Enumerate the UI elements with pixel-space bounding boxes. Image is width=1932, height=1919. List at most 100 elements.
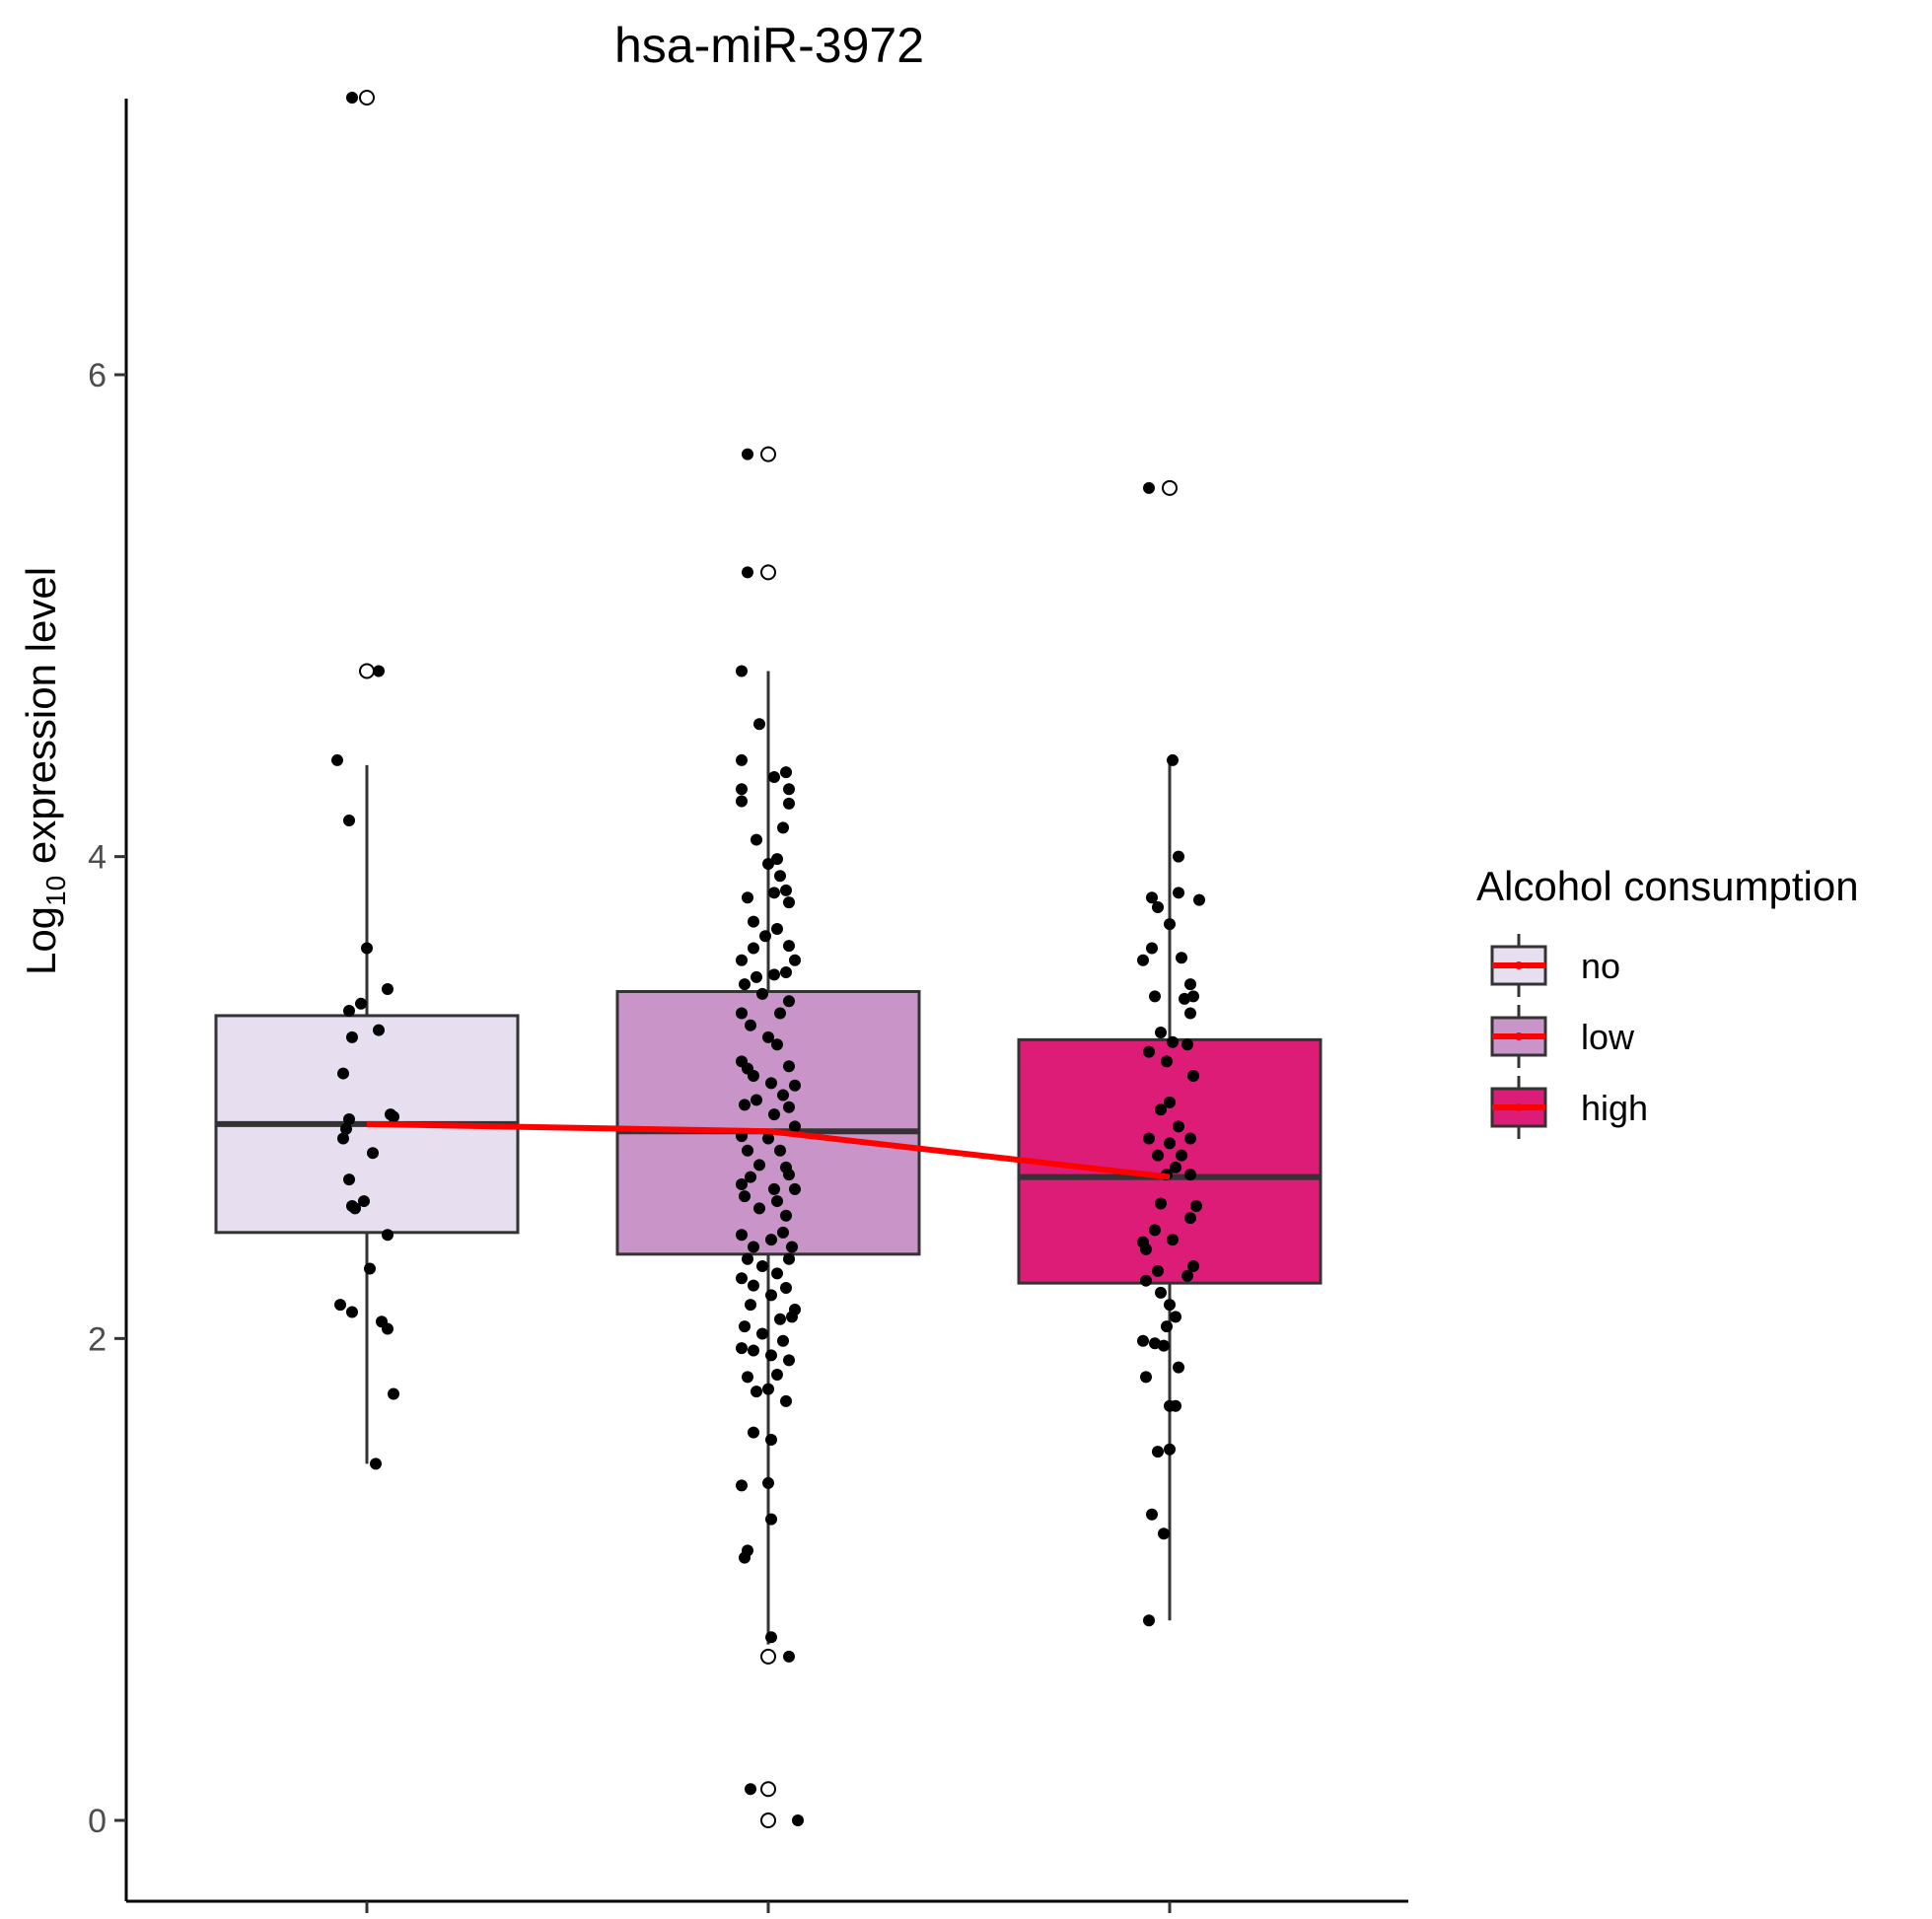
data-point-low bbox=[786, 1311, 798, 1323]
outlier-low bbox=[760, 1781, 776, 1798]
data-point-high bbox=[1152, 1264, 1164, 1277]
data-point-no bbox=[343, 1112, 355, 1125]
legend-label-no: no bbox=[1581, 946, 1620, 986]
data-point-no bbox=[382, 983, 394, 996]
data-point-high bbox=[1152, 900, 1164, 913]
trend-line bbox=[366, 1120, 1171, 1180]
data-point-high bbox=[1184, 1007, 1196, 1020]
data-point-low bbox=[745, 1019, 756, 1031]
data-point-high bbox=[1173, 1361, 1184, 1374]
data-point-no bbox=[346, 1031, 358, 1043]
data-point-high bbox=[1184, 1212, 1196, 1225]
data-point-low bbox=[736, 753, 748, 766]
data-point-no bbox=[358, 1195, 370, 1208]
data-point-high bbox=[1187, 990, 1199, 1003]
data-point-low bbox=[742, 1371, 753, 1384]
data-point-low bbox=[780, 1209, 792, 1222]
data-point-low bbox=[777, 1089, 789, 1102]
data-point-high bbox=[1149, 1224, 1161, 1237]
data-point-low bbox=[789, 1079, 801, 1092]
legend-item-high: high bbox=[1490, 1076, 1648, 1139]
data-point-high bbox=[1149, 1337, 1161, 1350]
data-point-high bbox=[1193, 893, 1205, 906]
data-point-low bbox=[789, 954, 801, 966]
outlier-low bbox=[760, 564, 776, 581]
data-point-low bbox=[751, 1094, 762, 1106]
data-point-high bbox=[1167, 1234, 1179, 1246]
data-point-high bbox=[1155, 1286, 1167, 1299]
y-tick-label-2: 2 bbox=[88, 1320, 107, 1358]
data-point-low bbox=[765, 1077, 777, 1090]
data-point-low bbox=[736, 1177, 748, 1190]
data-point-low bbox=[739, 1320, 751, 1333]
data-point-high bbox=[1158, 1339, 1170, 1352]
data-point-low bbox=[783, 1650, 795, 1663]
data-point-no bbox=[343, 1173, 355, 1186]
data-point-low bbox=[768, 771, 780, 784]
legend-key-dot-no bbox=[1515, 961, 1523, 969]
data-point-high bbox=[1167, 753, 1179, 766]
data-point-high bbox=[1176, 1149, 1187, 1162]
data-point-low bbox=[739, 1551, 751, 1564]
data-point-low bbox=[748, 1344, 759, 1357]
data-point-low bbox=[765, 1631, 777, 1644]
data-point-low bbox=[777, 1334, 789, 1347]
data-point-low bbox=[736, 795, 748, 808]
legend-label-high: high bbox=[1581, 1088, 1648, 1128]
data-point-high bbox=[1164, 1299, 1176, 1312]
data-point-high bbox=[1164, 1137, 1176, 1150]
data-point-no bbox=[334, 1299, 346, 1312]
data-point-low bbox=[762, 1031, 774, 1043]
data-point-low bbox=[753, 1159, 765, 1172]
data-point-low bbox=[748, 942, 759, 955]
y-axis-title-subscript: 10 bbox=[40, 876, 71, 906]
data-point-low bbox=[780, 965, 792, 978]
data-point-low bbox=[768, 1108, 780, 1121]
outlier-low bbox=[760, 1648, 776, 1665]
outlier-no bbox=[359, 90, 375, 107]
data-point-no bbox=[382, 1229, 394, 1242]
data-point-no bbox=[373, 1024, 385, 1036]
outlier-low bbox=[760, 446, 776, 462]
data-point-high bbox=[1181, 1269, 1193, 1282]
data-point-no bbox=[370, 1457, 382, 1470]
data-point-low bbox=[751, 970, 762, 983]
data-point-low bbox=[748, 915, 759, 928]
data-point-low bbox=[736, 1272, 748, 1285]
data-point-low bbox=[736, 954, 748, 966]
data-point-low bbox=[780, 884, 792, 896]
data-point-low bbox=[789, 1182, 801, 1195]
data-point-high bbox=[1146, 942, 1158, 955]
data-point-high bbox=[1143, 1614, 1155, 1627]
data-point-no bbox=[343, 1005, 355, 1018]
data-point-low bbox=[771, 1368, 783, 1381]
data-point-low bbox=[777, 821, 789, 834]
data-point-high bbox=[1161, 1055, 1173, 1068]
data-point-no bbox=[340, 1122, 352, 1135]
legend: Alcohol consumption no low high bbox=[1476, 863, 1859, 1139]
data-point-high bbox=[1155, 1103, 1167, 1116]
outlier-high bbox=[1162, 479, 1178, 496]
data-point-high bbox=[1179, 992, 1190, 1005]
data-point-low bbox=[765, 1433, 777, 1446]
data-point-low bbox=[780, 766, 792, 779]
data-point-low bbox=[736, 783, 748, 796]
data-point-low bbox=[745, 1299, 756, 1312]
axes: 0 2 4 6 bbox=[88, 99, 1408, 1913]
data-point-low bbox=[768, 1182, 780, 1195]
y-tick-label-0: 0 bbox=[88, 1803, 107, 1840]
data-point-high bbox=[1190, 1199, 1202, 1212]
data-point-high bbox=[1164, 1443, 1176, 1456]
data-point-low bbox=[742, 1144, 753, 1157]
data-point-high bbox=[1173, 1120, 1184, 1133]
data-point-no bbox=[361, 942, 373, 955]
data-point-high bbox=[1161, 1320, 1173, 1333]
legend-item-no: no bbox=[1490, 934, 1620, 997]
data-point-high bbox=[1173, 887, 1184, 899]
data-point-low bbox=[745, 1783, 756, 1796]
data-point-low bbox=[742, 891, 753, 904]
svg-text:Log10 expression level: Log10 expression level bbox=[18, 567, 71, 975]
data-point-high bbox=[1146, 1508, 1158, 1521]
data-point-high bbox=[1143, 1045, 1155, 1058]
data-point-no bbox=[373, 665, 385, 677]
